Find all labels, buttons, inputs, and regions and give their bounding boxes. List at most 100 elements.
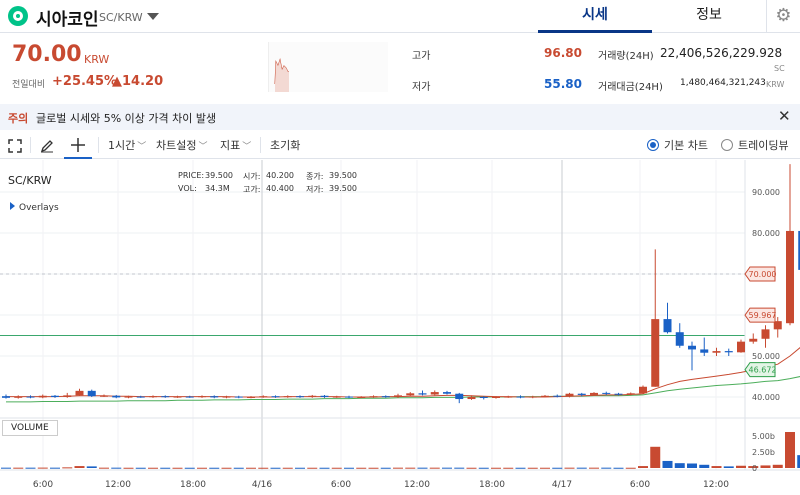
tab-info[interactable]: 정보 [696, 7, 722, 23]
gear-icon[interactable]: ⚙ [766, 0, 800, 33]
overlays-toggle[interactable]: Overlays [10, 202, 59, 213]
time-axis-tick: 18:00 [180, 480, 206, 490]
info-close-label: 종가: [306, 172, 324, 181]
volume-bar [540, 467, 550, 469]
candle-body [100, 395, 108, 397]
time-axis-tick: 4/16 [252, 480, 272, 490]
chevron-down-icon[interactable] [147, 13, 159, 20]
candle-body [296, 396, 304, 398]
chart-settings-label: 차트설정 [156, 139, 197, 152]
volume-bar [760, 465, 771, 468]
coin-ticker: SC/KRW [99, 11, 143, 24]
volume-axis-tick: 5.00b [752, 432, 775, 441]
candle-body [553, 395, 562, 397]
volume-bar [74, 466, 85, 468]
time-axis-tick: 4/17 [552, 480, 572, 490]
candle-body [749, 338, 758, 342]
candle-body [504, 396, 513, 398]
candle-body [737, 341, 745, 353]
candle-body [136, 396, 145, 398]
volume-bar [503, 467, 514, 469]
volume-value: 22,406,526,229.928 [660, 46, 783, 60]
price-summary: 70.00 KRW 전일대비 +25.45% ▲14.20 고가 96.80 저… [0, 34, 800, 100]
info-high-value: 40.400 [266, 184, 294, 193]
interval-dropdown[interactable]: 1시간 ﹀ [108, 137, 146, 153]
volume-bar [62, 467, 73, 469]
chart-settings-dropdown[interactable]: 차트설정 ﹀ [156, 137, 208, 153]
candle-body [418, 393, 427, 395]
basic-chart-radio[interactable] [647, 139, 659, 151]
volume-bar [246, 467, 256, 469]
candle-body [761, 329, 770, 339]
candle-body [87, 390, 96, 397]
price-axis-tick: 80.000 [752, 229, 780, 238]
candle-body [773, 321, 782, 330]
candle-body [639, 386, 647, 394]
volume-bar [638, 466, 648, 468]
candle-body [345, 396, 353, 398]
volume-bar [576, 467, 587, 469]
price-chart[interactable]: 90.000 80.000 50.000 40.000 5.00b 2.50b 0 6:00 1… [0, 160, 800, 495]
volume-bar [356, 467, 367, 469]
pencil-icon[interactable] [40, 138, 54, 157]
price-tag [744, 307, 776, 323]
coin-name[interactable]: 시아코인 [36, 10, 99, 30]
close-icon[interactable]: ✕ [778, 107, 791, 125]
fullscreen-icon[interactable] [8, 138, 22, 157]
overlays-label: Overlays [19, 203, 59, 213]
volume-bar [442, 467, 452, 469]
candle-body [565, 393, 574, 397]
indicators-dropdown[interactable]: 지표 ﹀ [220, 137, 251, 153]
candle-body [51, 395, 59, 397]
info-high-label: 고가: [243, 185, 261, 194]
crosshair-icon[interactable] [64, 131, 92, 159]
mini-chart-area [275, 60, 289, 92]
price-tag-label: 46.672 [749, 366, 777, 375]
candle-body [63, 395, 72, 397]
volume-bar [601, 467, 612, 469]
toolbar-divider [98, 137, 99, 153]
info-open-value: 40.200 [266, 171, 294, 180]
volume-bar [699, 464, 710, 468]
volume-bar [417, 467, 428, 469]
candle-body [210, 396, 219, 398]
tradingview-radio[interactable] [721, 139, 733, 151]
candle-body [688, 345, 696, 350]
reset-button[interactable]: 초기화 [270, 139, 301, 152]
candle-body [675, 332, 684, 346]
candle-body [651, 319, 660, 387]
time-axis-tick: 12:00 [105, 480, 131, 490]
volume-bar [662, 460, 673, 468]
candle-body [161, 396, 170, 398]
toolbar-divider [30, 137, 31, 153]
time-axis-tick: 12:00 [703, 480, 729, 490]
candle-body [590, 392, 598, 395]
price-unit: KRW [84, 53, 110, 66]
coin-logo-icon [8, 6, 28, 26]
candle-body [541, 395, 549, 397]
chart-canvas[interactable]: 90.000 80.000 50.000 40.000 5.00b 2.50b 0 6:00 1… [0, 160, 800, 495]
price-tag-label: 70.000 [749, 270, 777, 279]
volume-bar [99, 467, 109, 469]
chart-toolbar: 1시간 ﹀ 차트설정 ﹀ 지표 ﹀ 초기화 기본 차트 트레이딩뷰 [0, 131, 800, 159]
volume-bar [135, 467, 146, 469]
candle-body [614, 393, 623, 395]
volume-bar [184, 467, 195, 469]
price-tag [744, 362, 776, 378]
candle-body [467, 397, 476, 400]
basic-chart-label[interactable]: 기본 차트 [664, 139, 708, 152]
tab-quote[interactable]: 시세 [538, 0, 652, 33]
candle-body [2, 396, 10, 398]
tradingview-label[interactable]: 트레이딩뷰 [738, 139, 789, 152]
volume-bar [515, 467, 526, 469]
chart-pair-label: SC/KRW [8, 174, 52, 187]
candle-body [430, 392, 439, 395]
header-bar: 시아코인 SC/KRW 시세 정보 ⚙ [0, 0, 800, 33]
volume-bar [172, 467, 183, 469]
candle-body [626, 393, 635, 395]
volume-bar [748, 466, 759, 468]
volume-bar [625, 467, 636, 469]
volume-bar [650, 446, 661, 468]
time-axis-tick: 6:00 [33, 480, 53, 490]
candle-body [357, 397, 366, 398]
